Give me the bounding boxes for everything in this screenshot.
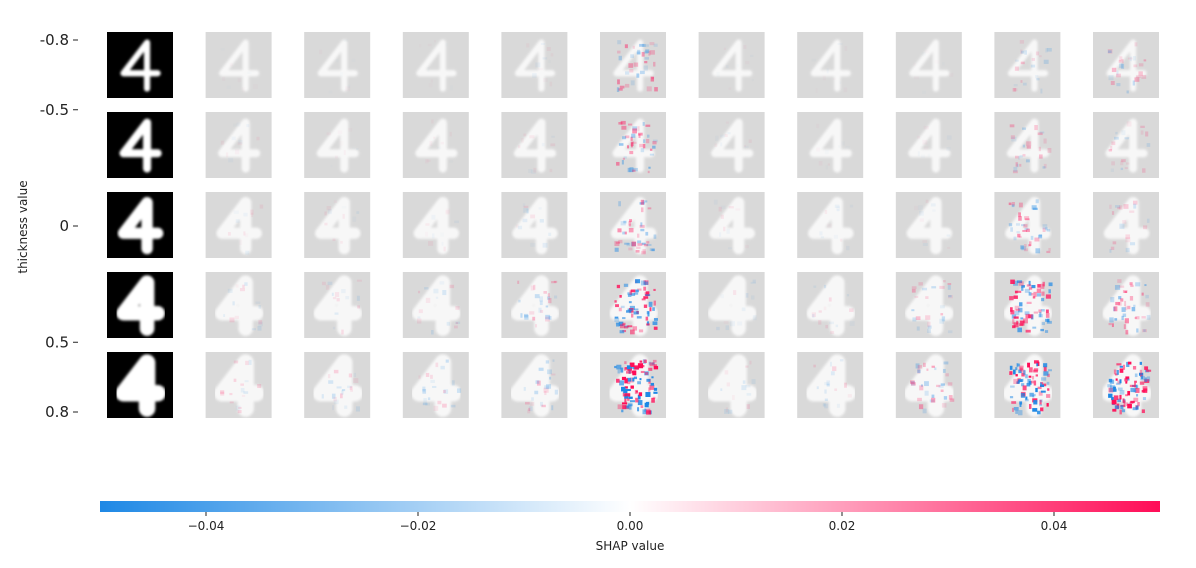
shap-heatmap-cell	[895, 32, 962, 98]
y-tick-label: 0	[59, 217, 69, 235]
shap-heatmap-cell	[698, 352, 765, 418]
shap-heatmap-cell	[1093, 112, 1159, 178]
shap-heatmap-cell	[600, 272, 666, 338]
shap-heatmap-cell	[895, 112, 962, 178]
y-axis-label: thickness value	[16, 180, 30, 273]
shap-heatmap-cell	[797, 112, 864, 178]
input-image	[107, 272, 173, 338]
shap-heatmap-cell	[1093, 32, 1159, 98]
shap-heatmap-cell	[994, 352, 1061, 418]
shap-heatmap-cell	[797, 352, 864, 418]
shap-heatmap-cell	[501, 352, 568, 418]
shap-heatmap-cell	[501, 32, 568, 98]
shap-heatmap-cell	[205, 112, 272, 178]
shap-heatmap-cell	[895, 192, 962, 258]
shap-heatmap-cell	[205, 272, 272, 338]
image-grid	[107, 32, 1159, 418]
shap-heatmap-cell	[205, 32, 272, 98]
shap-heatmap-cell	[994, 32, 1061, 98]
shap-heatmap-cell	[501, 272, 568, 338]
colorbar-label: SHAP value	[596, 539, 665, 553]
shap-heatmap-cell	[600, 192, 666, 258]
colorbar-tick-label: 0.04	[1041, 519, 1068, 533]
shap-heatmap-cell	[1093, 352, 1159, 418]
shap-heatmap-cell	[205, 192, 272, 258]
input-image	[107, 352, 173, 418]
y-tick-label: 0.5	[45, 333, 69, 351]
shap-heatmap-cell	[205, 352, 272, 418]
shap-heatmap-cell	[1093, 192, 1159, 258]
shap-heatmap-cell	[402, 192, 469, 258]
shap-heatmap-cell	[304, 112, 371, 178]
shap-heatmap-cell	[402, 32, 469, 98]
shap-heatmap-cell	[994, 112, 1061, 178]
y-tick-label: 0.8	[45, 403, 69, 421]
y-tick-label: -0.8	[40, 31, 69, 49]
shap-heatmap-cell	[994, 272, 1061, 338]
shap-heatmap-cell	[600, 32, 666, 98]
shap-heatmap-cell	[698, 192, 765, 258]
shap-heatmap-cell	[501, 112, 568, 178]
shap-heatmap-cell	[402, 272, 469, 338]
input-image	[107, 32, 173, 98]
y-axis: -0.8 -0.5 0 0.5 0.8	[40, 31, 80, 421]
input-image	[107, 112, 173, 178]
shap-heatmap-cell	[698, 112, 765, 178]
input-image	[107, 192, 173, 258]
shap-heatmap-cell	[600, 352, 666, 418]
shap-heatmap-cell	[895, 352, 962, 418]
colorbar-tick-label: −0.02	[400, 519, 437, 533]
shap-heatmap-cell	[797, 272, 864, 338]
shap-heatmap-cell	[304, 32, 371, 98]
shap-heatmap-cell	[994, 192, 1061, 258]
shap-heatmap-cell	[895, 272, 962, 338]
shap-heatmap-cell	[304, 272, 371, 338]
shap-heatmap-cell	[304, 352, 371, 418]
shap-heatmap-cell	[501, 192, 568, 258]
colorbar-tick-label: −0.04	[188, 519, 225, 533]
shap-heatmap-cell	[600, 112, 666, 178]
shap-heatmap-cell	[402, 352, 469, 418]
shap-heatmap-cell	[698, 32, 765, 98]
shap-heatmap-cell	[698, 272, 765, 338]
shap-heatmap-cell	[797, 32, 864, 98]
shap-heatmap-cell	[402, 112, 469, 178]
y-tick-label: -0.5	[40, 101, 69, 119]
colorbar: −0.04 −0.02 0.00 0.02 0.04	[100, 501, 1160, 533]
shap-heatmap-cell	[1093, 272, 1159, 338]
shap-heatmap-cell	[797, 192, 864, 258]
colorbar-tick-label: 0.02	[829, 519, 856, 533]
colorbar-gradient	[100, 501, 1160, 512]
shap-heatmap-cell	[304, 192, 371, 258]
colorbar-tick-label: 0.00	[617, 519, 644, 533]
